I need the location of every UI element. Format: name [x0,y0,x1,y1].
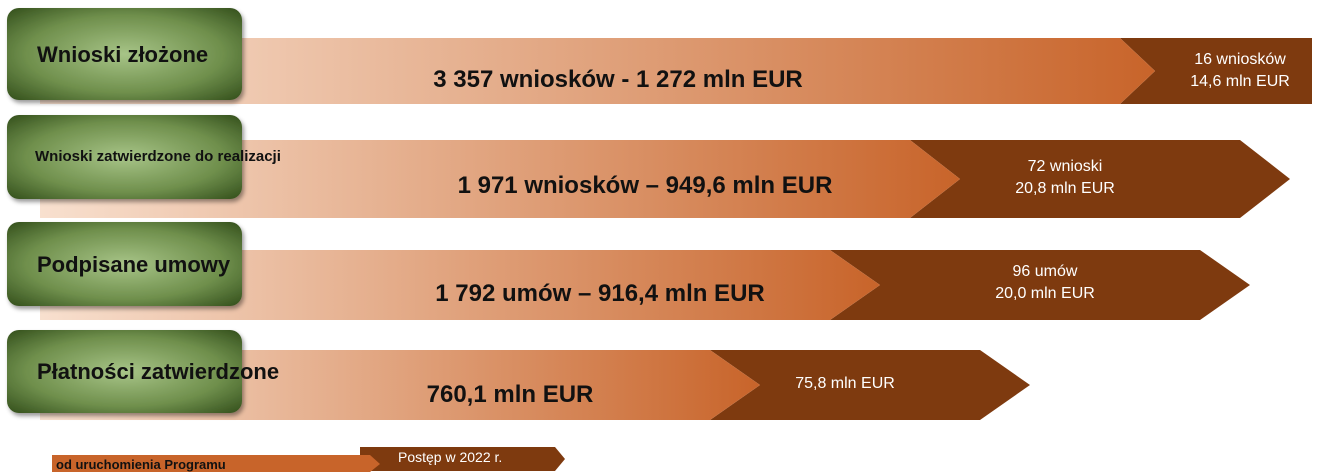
progress-arrow [710,350,1030,420]
label-box [7,8,242,100]
total-text: 1 971 wniosków – 949,6 mln EUR [457,172,833,199]
progress-line: 20,8 mln EUR [1015,180,1115,197]
label-box [7,330,242,413]
row-label: Płatności zatwierdzone [37,359,280,384]
total-text: 3 357 wniosków - 1 272 mln EUR [433,66,803,93]
progress-line: 96 umów [1012,263,1078,280]
progress-arrow [830,250,1250,320]
progress-line: 72 wnioski [1027,158,1103,175]
total-arrow [40,140,960,218]
legend-progress [360,447,565,471]
total-text: 760,1 mln EUR [426,381,594,408]
row-label: Wnioski zatwierdzone do realizacji [35,147,281,165]
total-arrow [40,38,1155,104]
total-text: 1 792 umów – 916,4 mln EUR [435,280,765,307]
row-label: Wnioski złożone [37,41,209,67]
progress-line: 16 wniosków [1194,51,1286,68]
progress-arrow [1120,38,1312,104]
legend-total [52,455,380,472]
legend-total-text: od uruchomienia Programu [56,457,226,472]
progress-line: 75,8 mln EUR [795,375,895,392]
total-arrow [40,250,880,320]
label-box [7,222,242,306]
progress-text: 72 wnioski 20,8 mln EUR [1015,156,1115,200]
progress-text: 75,8 mln EUR [795,373,895,395]
legend-progress-text: Postęp w 2022 r. [398,449,503,465]
row-label: Podpisane umowy [37,251,231,277]
progress-text: 96 umów 20,0 mln EUR [995,261,1095,305]
label-box [7,115,242,199]
progress-text: 16 wniosków 14,6 mln EUR [1190,49,1290,93]
progress-line: 20,0 mln EUR [995,285,1095,302]
progress-line: 14,6 mln EUR [1190,73,1290,90]
progress-arrow [910,140,1290,218]
